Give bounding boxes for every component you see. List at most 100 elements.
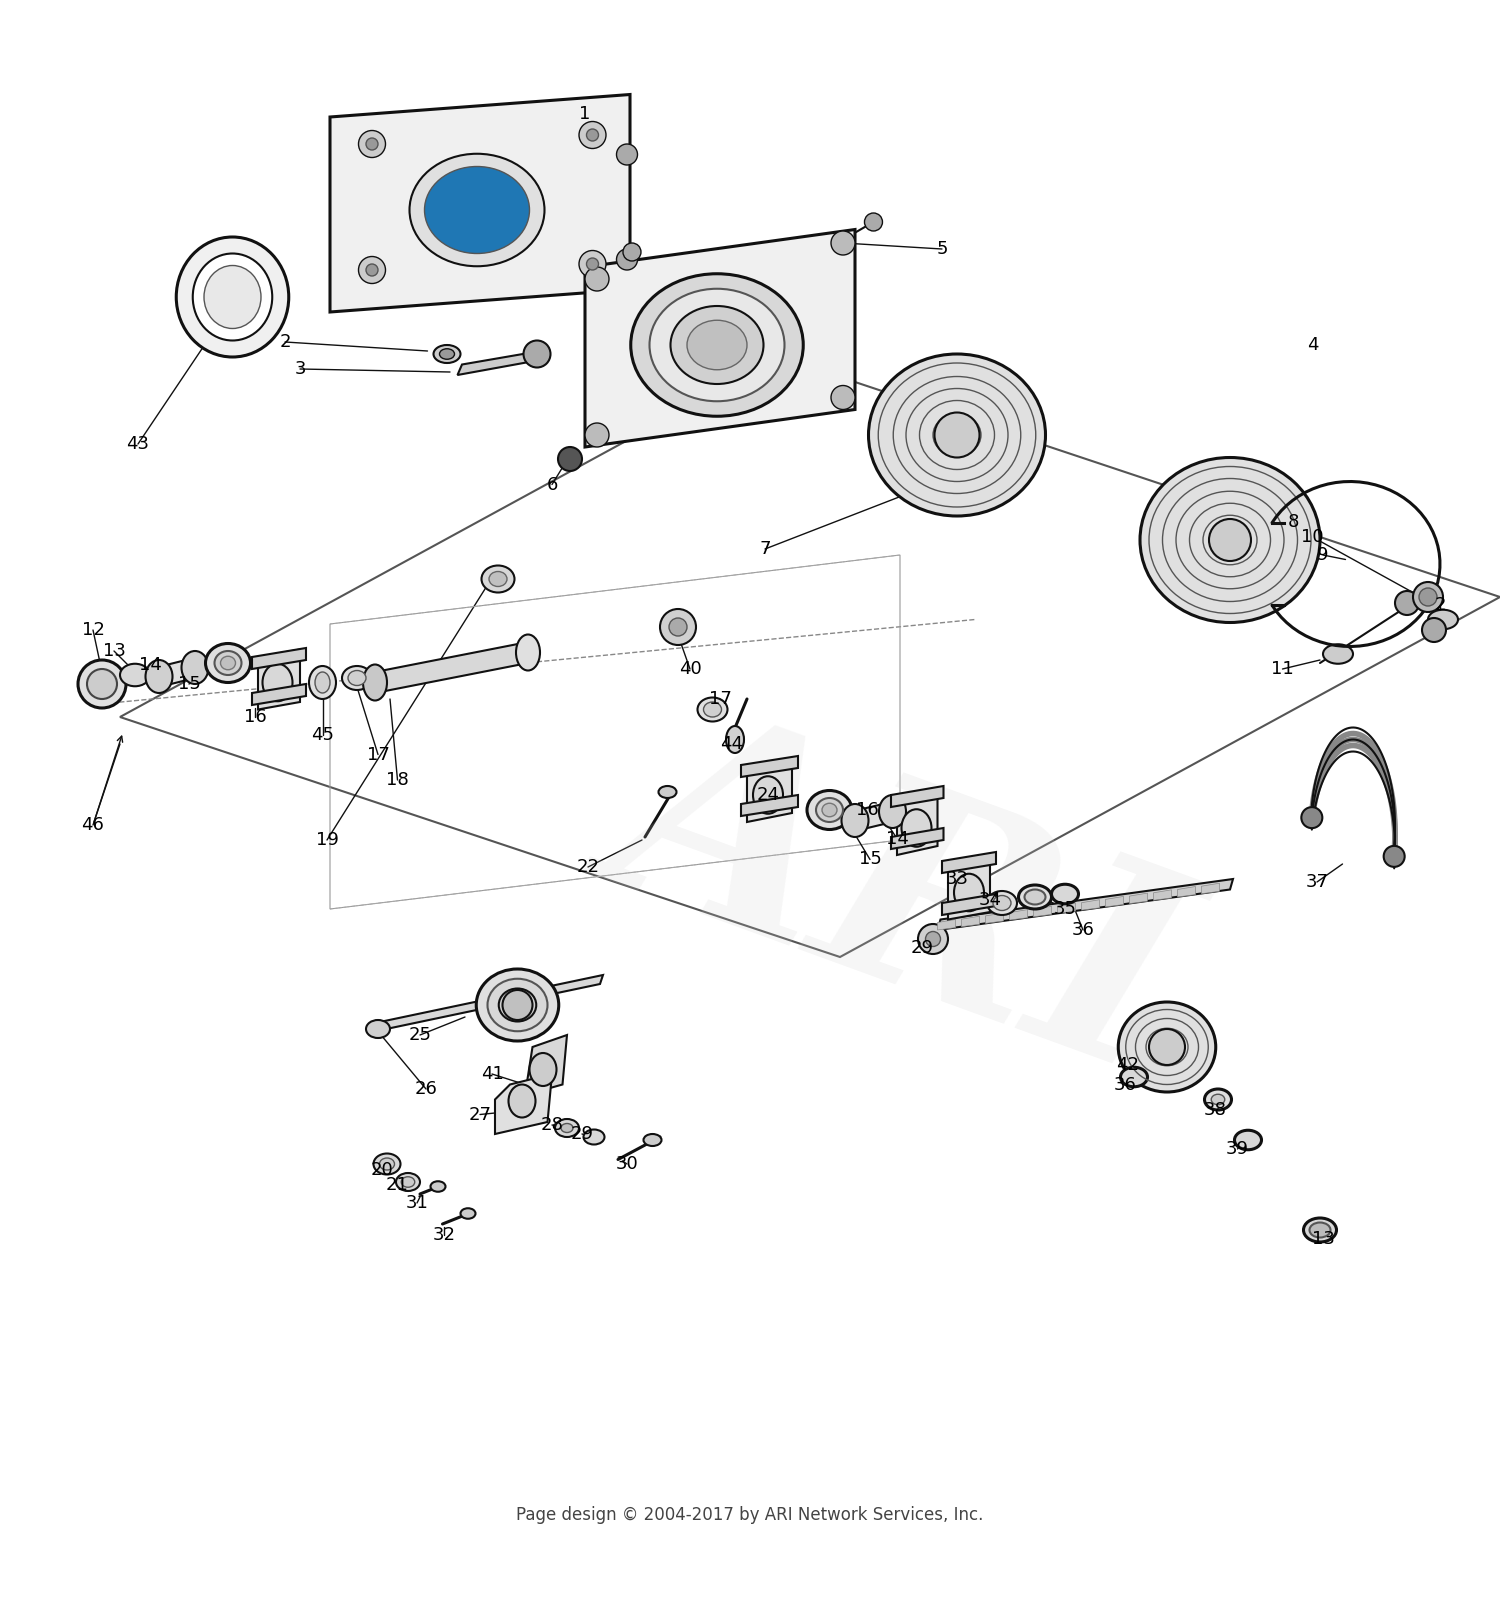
Text: 12: 12 — [81, 621, 105, 639]
Ellipse shape — [670, 307, 764, 384]
Polygon shape — [1130, 893, 1148, 904]
Polygon shape — [897, 796, 938, 855]
Text: 37: 37 — [1305, 873, 1329, 891]
Text: 15: 15 — [858, 851, 882, 868]
Ellipse shape — [440, 349, 454, 360]
Ellipse shape — [309, 667, 336, 699]
Text: 42: 42 — [1116, 1056, 1140, 1073]
Ellipse shape — [396, 1173, 420, 1191]
Polygon shape — [252, 684, 306, 705]
Polygon shape — [525, 1035, 567, 1094]
Circle shape — [616, 144, 638, 165]
Polygon shape — [891, 786, 944, 807]
Ellipse shape — [342, 667, 372, 691]
Polygon shape — [585, 229, 855, 447]
Ellipse shape — [842, 804, 868, 838]
Text: 16: 16 — [855, 801, 879, 818]
Polygon shape — [372, 975, 603, 1031]
Circle shape — [1149, 1030, 1185, 1065]
Text: 44: 44 — [720, 734, 744, 754]
Polygon shape — [1178, 886, 1196, 897]
Ellipse shape — [488, 978, 548, 1031]
Ellipse shape — [482, 565, 514, 592]
Ellipse shape — [822, 804, 837, 817]
Circle shape — [926, 931, 940, 946]
Text: 27: 27 — [468, 1106, 492, 1123]
Circle shape — [586, 258, 598, 270]
Text: ARI: ARI — [584, 671, 1216, 1122]
Text: 11: 11 — [1270, 660, 1294, 678]
Circle shape — [864, 213, 882, 231]
Polygon shape — [1010, 910, 1028, 920]
Circle shape — [585, 423, 609, 447]
Ellipse shape — [498, 988, 537, 1022]
Ellipse shape — [530, 1052, 556, 1086]
Circle shape — [558, 447, 582, 471]
Ellipse shape — [630, 274, 804, 416]
Polygon shape — [1154, 889, 1172, 901]
Ellipse shape — [1304, 1219, 1336, 1243]
Polygon shape — [741, 796, 798, 817]
Ellipse shape — [698, 697, 728, 721]
Ellipse shape — [644, 1135, 662, 1146]
Text: 32: 32 — [432, 1225, 456, 1243]
Ellipse shape — [374, 1154, 400, 1175]
Ellipse shape — [380, 1157, 394, 1170]
Circle shape — [358, 257, 386, 284]
Circle shape — [524, 341, 550, 368]
Circle shape — [622, 244, 640, 261]
Circle shape — [831, 386, 855, 410]
Text: 33: 33 — [945, 870, 969, 888]
Polygon shape — [747, 762, 792, 822]
Text: 41: 41 — [480, 1065, 504, 1083]
Ellipse shape — [1428, 610, 1458, 629]
Circle shape — [366, 139, 378, 150]
Ellipse shape — [214, 650, 242, 675]
Text: 22: 22 — [576, 859, 600, 876]
Polygon shape — [252, 647, 306, 668]
Text: 36: 36 — [1113, 1075, 1137, 1094]
Ellipse shape — [726, 726, 744, 754]
Polygon shape — [258, 649, 300, 710]
Circle shape — [669, 618, 687, 636]
Polygon shape — [942, 852, 996, 873]
Polygon shape — [962, 917, 980, 926]
Text: 9: 9 — [1317, 546, 1329, 563]
Circle shape — [586, 129, 598, 140]
Polygon shape — [891, 828, 944, 849]
Ellipse shape — [954, 873, 984, 912]
Polygon shape — [1082, 899, 1100, 910]
Circle shape — [78, 660, 126, 709]
Ellipse shape — [516, 634, 540, 670]
Text: 17: 17 — [366, 746, 390, 763]
Circle shape — [358, 131, 386, 158]
Text: Page design © 2004-2017 by ARI Network Services, Inc.: Page design © 2004-2017 by ARI Network S… — [516, 1506, 984, 1524]
Text: 45: 45 — [310, 726, 334, 744]
Ellipse shape — [1323, 644, 1353, 663]
Ellipse shape — [868, 353, 1046, 516]
Ellipse shape — [807, 791, 852, 830]
Ellipse shape — [477, 968, 558, 1041]
Text: 7: 7 — [759, 541, 771, 558]
Ellipse shape — [1019, 884, 1052, 909]
Text: 28: 28 — [540, 1115, 564, 1135]
Text: 18: 18 — [386, 771, 410, 789]
Ellipse shape — [1204, 1089, 1231, 1110]
Ellipse shape — [177, 237, 288, 357]
Circle shape — [831, 231, 855, 255]
Polygon shape — [948, 860, 990, 920]
Ellipse shape — [220, 657, 236, 670]
Ellipse shape — [424, 166, 530, 253]
Ellipse shape — [363, 665, 387, 700]
Ellipse shape — [410, 153, 544, 266]
Circle shape — [503, 989, 532, 1020]
Polygon shape — [1058, 902, 1076, 914]
Circle shape — [87, 668, 117, 699]
Circle shape — [1209, 520, 1251, 562]
Text: 39: 39 — [1226, 1139, 1250, 1157]
Ellipse shape — [1234, 1130, 1262, 1149]
Text: 31: 31 — [405, 1194, 429, 1212]
Ellipse shape — [1140, 457, 1320, 623]
Text: 29: 29 — [910, 939, 934, 957]
Polygon shape — [159, 657, 198, 688]
